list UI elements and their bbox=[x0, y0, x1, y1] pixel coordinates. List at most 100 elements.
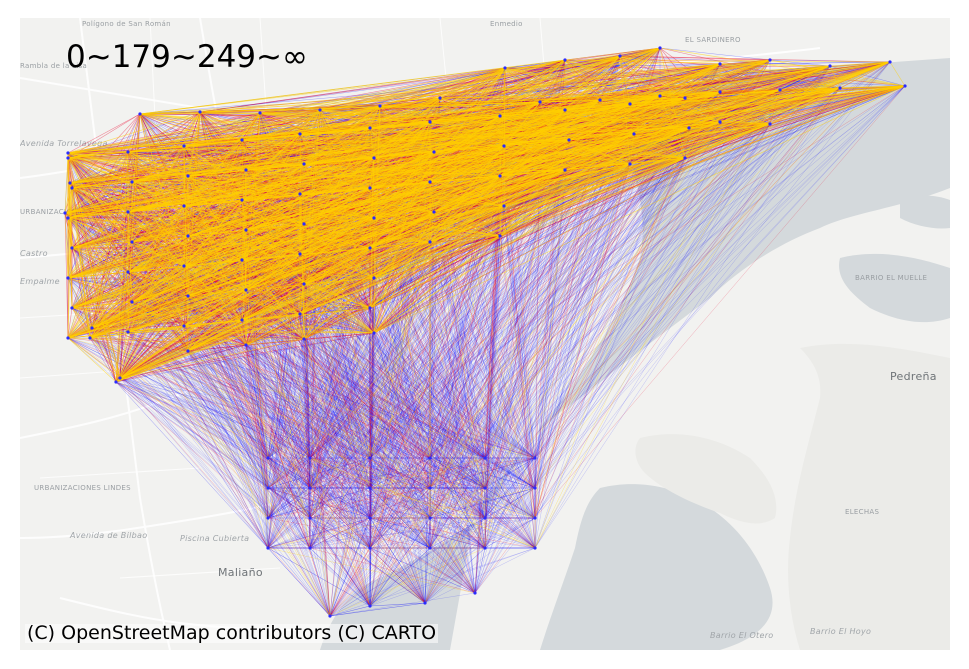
flow-edge bbox=[534, 123, 771, 489]
flow-edge bbox=[299, 313, 331, 617]
flow-edge bbox=[267, 235, 501, 489]
flow-edge bbox=[64, 212, 486, 489]
flow-edge bbox=[267, 457, 311, 489]
flow-edge bbox=[474, 123, 771, 594]
flow-edge bbox=[369, 121, 721, 459]
flow-edge bbox=[119, 377, 371, 519]
flow-edge bbox=[303, 338, 311, 549]
flow-edge bbox=[424, 517, 431, 604]
flow-edge bbox=[131, 241, 311, 459]
flow-edge bbox=[369, 163, 631, 459]
flow-edge bbox=[484, 457, 536, 489]
flow-edge bbox=[369, 157, 686, 459]
flow-edge bbox=[484, 205, 505, 519]
flow-edge bbox=[267, 457, 536, 549]
flow-edge bbox=[369, 87, 841, 607]
flow-edge bbox=[64, 212, 69, 339]
flow-edge bbox=[429, 85, 906, 459]
flow-edge bbox=[309, 277, 375, 489]
flow-edge bbox=[309, 205, 505, 489]
flow-edge bbox=[534, 89, 781, 519]
flow-edge bbox=[115, 381, 371, 489]
flow-edge bbox=[187, 350, 431, 549]
flow-edge bbox=[245, 289, 371, 489]
flow-edge bbox=[245, 229, 269, 519]
flow-edge bbox=[309, 332, 375, 549]
flow-edge bbox=[127, 331, 311, 549]
flow-edge bbox=[309, 547, 331, 617]
flow-edge bbox=[534, 139, 570, 519]
flow-edge bbox=[127, 331, 426, 604]
flow-edge bbox=[71, 113, 141, 249]
flow-edge bbox=[119, 377, 371, 607]
flow-edge bbox=[119, 377, 269, 489]
flow-edge bbox=[89, 337, 311, 489]
flow-edge bbox=[329, 63, 721, 617]
flow-edge bbox=[127, 331, 371, 607]
flow-edge bbox=[127, 151, 133, 183]
flow-edge bbox=[329, 605, 371, 617]
flow-edge bbox=[71, 187, 536, 519]
flow-edge bbox=[309, 517, 536, 549]
flow-edge bbox=[369, 487, 486, 607]
flow-edge bbox=[534, 61, 891, 459]
flow-edge bbox=[67, 337, 311, 519]
peninsula-land bbox=[635, 343, 950, 650]
flow-edge bbox=[484, 127, 690, 489]
flow-edge bbox=[484, 87, 841, 549]
flow-edge bbox=[503, 205, 536, 489]
flow-edge bbox=[369, 307, 426, 604]
flow-edge bbox=[369, 277, 375, 459]
flow-edge bbox=[309, 487, 536, 519]
flow-edge bbox=[369, 547, 431, 607]
flow-edge bbox=[329, 247, 371, 617]
flow-edge bbox=[119, 377, 426, 604]
flow-edge bbox=[309, 457, 536, 489]
place-label: EL SARDINERO bbox=[685, 36, 741, 44]
flow-edge bbox=[71, 307, 476, 594]
flow-edge bbox=[369, 457, 431, 489]
flow-edge bbox=[67, 307, 73, 339]
flow-edge bbox=[329, 592, 476, 617]
flow-edge bbox=[245, 344, 311, 519]
place-label: BARRIO EL MUELLE bbox=[855, 274, 927, 282]
flow-edge bbox=[127, 211, 536, 549]
place-label: Barrio El Otero bbox=[710, 631, 774, 640]
flow-edge bbox=[534, 163, 631, 489]
flow-edge bbox=[71, 247, 486, 489]
flow-edge bbox=[373, 157, 431, 549]
flow-edge bbox=[309, 235, 501, 459]
flow-edge bbox=[429, 235, 501, 489]
flow-edge bbox=[91, 327, 536, 459]
flow-edge bbox=[245, 289, 269, 549]
flow-edge bbox=[131, 301, 311, 489]
flow-edge bbox=[303, 338, 431, 489]
flow-edge bbox=[267, 332, 375, 549]
flow-edge bbox=[303, 338, 486, 489]
flow-edge bbox=[309, 487, 476, 594]
flow-edge bbox=[424, 547, 536, 604]
flow-edge bbox=[534, 109, 566, 549]
flow-edge bbox=[484, 65, 831, 549]
flow-edge bbox=[69, 182, 371, 549]
flow-edge bbox=[67, 113, 141, 219]
flow-edge bbox=[309, 457, 536, 549]
flow-edge bbox=[534, 121, 721, 489]
flow-edge bbox=[299, 253, 371, 607]
flow-edge bbox=[303, 338, 486, 459]
flow-edge bbox=[131, 301, 431, 549]
flow-edge bbox=[183, 325, 371, 459]
flow-edge bbox=[474, 61, 891, 594]
flow-edge bbox=[303, 338, 536, 489]
flow-edge bbox=[303, 283, 311, 489]
flow-edge bbox=[329, 487, 536, 617]
flow-edge bbox=[187, 350, 371, 489]
map-viewport[interactable]: Polígono de San Román Enmedio EL SARDINE… bbox=[20, 18, 950, 650]
flow-edge bbox=[369, 235, 501, 549]
flow-edge bbox=[119, 377, 371, 489]
flow-edge bbox=[245, 344, 431, 489]
flow-edge bbox=[429, 457, 486, 489]
flow-edge bbox=[369, 602, 426, 607]
flow-edge bbox=[369, 121, 721, 549]
flow-edge bbox=[484, 457, 536, 519]
